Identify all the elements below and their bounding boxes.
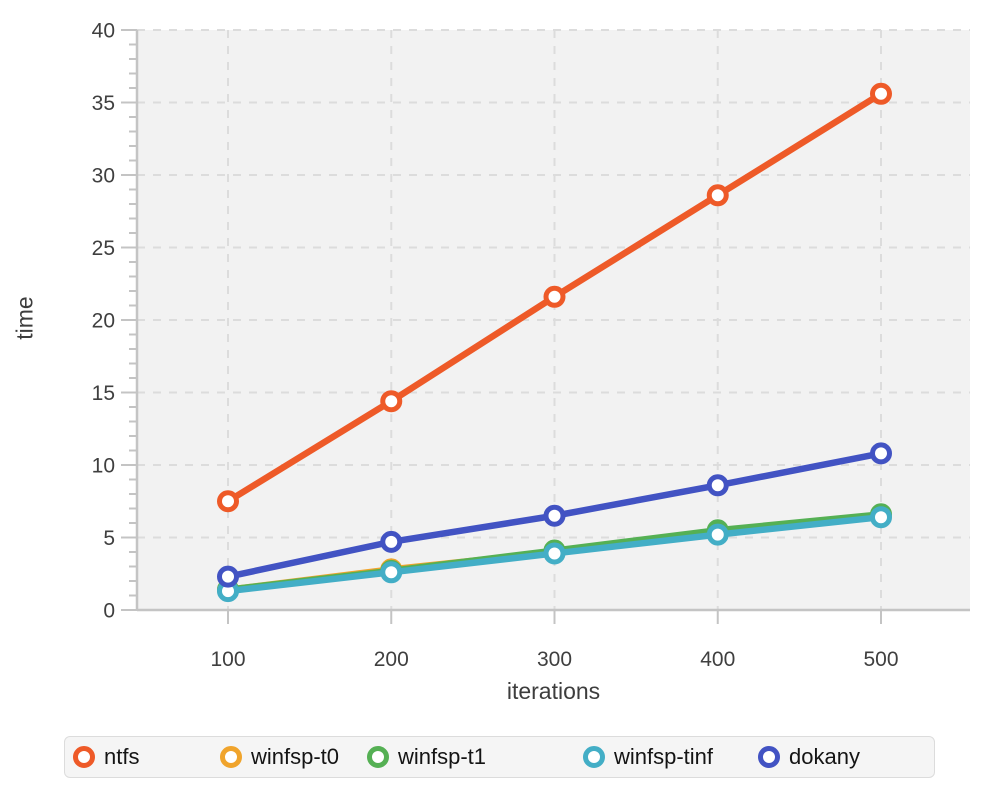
y-tick-label: 10 bbox=[92, 454, 115, 477]
legend-item-winfsp-t1[interactable]: winfsp-t1 bbox=[367, 744, 486, 770]
data-point-dokany-200 bbox=[380, 530, 403, 553]
legend-label: ntfs bbox=[104, 744, 140, 769]
legend-item-winfsp-t0[interactable]: winfsp-t0 bbox=[220, 744, 339, 770]
data-point-ntfs-300 bbox=[543, 285, 566, 308]
x-tick-label: 300 bbox=[537, 648, 572, 671]
legend-label: winfsp-t1 bbox=[398, 744, 487, 769]
x-tick-label: 500 bbox=[863, 648, 898, 671]
data-point-dokany-400 bbox=[706, 474, 729, 497]
data-point-ntfs-400 bbox=[706, 184, 729, 207]
data-point-dokany-500 bbox=[870, 442, 892, 465]
data-point-ntfs-200 bbox=[380, 390, 403, 413]
y-tick-label: 35 bbox=[92, 92, 115, 115]
x-axis-title: iterations bbox=[506, 678, 601, 704]
legend-marker-winfsp-t0 bbox=[220, 746, 242, 768]
y-tick-label: 20 bbox=[92, 309, 115, 332]
x-tick-label: 200 bbox=[374, 648, 409, 671]
y-tick-label: 40 bbox=[92, 19, 115, 42]
x-tick-label: 400 bbox=[700, 648, 735, 671]
data-point-ntfs-500 bbox=[870, 82, 892, 105]
y-tick-label: 15 bbox=[92, 382, 115, 405]
y-axis-title: time bbox=[11, 296, 38, 340]
legend-item-ntfs[interactable]: ntfs bbox=[73, 744, 139, 770]
legend-label: winfsp-t0 bbox=[251, 744, 340, 769]
data-point-winfsp-tinf-200 bbox=[380, 561, 403, 584]
data-point-winfsp-tinf-300 bbox=[543, 542, 566, 565]
y-tick-label: 5 bbox=[103, 527, 115, 550]
legend-label: winfsp-tinf bbox=[614, 744, 714, 769]
x-tick-label: 100 bbox=[210, 648, 245, 671]
legend-marker-winfsp-tinf bbox=[583, 746, 605, 768]
legend-item-dokany[interactable]: dokany bbox=[758, 744, 860, 770]
data-point-dokany-300 bbox=[543, 504, 566, 527]
legend-marker-winfsp-t1 bbox=[367, 746, 389, 768]
y-tick-label: 25 bbox=[92, 237, 115, 260]
legend-item-winfsp-tinf[interactable]: winfsp-tinf bbox=[583, 744, 713, 770]
data-point-ntfs-100 bbox=[217, 490, 239, 513]
data-point-winfsp-tinf-500 bbox=[870, 506, 892, 529]
y-tick-label: 0 bbox=[103, 599, 115, 622]
data-point-dokany-100 bbox=[217, 565, 239, 588]
legend: ntfs winfsp-t0 winfsp-t1 winfsp-tinf dokany bbox=[64, 736, 935, 778]
data-point-winfsp-tinf-400 bbox=[706, 523, 729, 546]
y-tick-label: 30 bbox=[92, 164, 115, 187]
legend-marker-ntfs bbox=[73, 746, 95, 768]
legend-marker-dokany bbox=[758, 746, 780, 768]
legend-label: dokany bbox=[789, 744, 860, 769]
